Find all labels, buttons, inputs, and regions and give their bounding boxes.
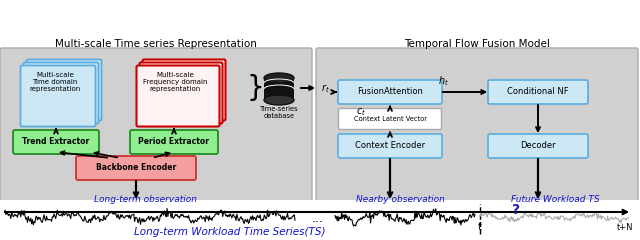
Text: Period Extractor: Period Extractor	[138, 138, 209, 146]
Text: Nearby observation: Nearby observation	[356, 195, 444, 204]
FancyBboxPatch shape	[143, 60, 225, 120]
Text: Trend Extractor: Trend Extractor	[22, 138, 90, 146]
Text: FusionAttention: FusionAttention	[357, 88, 423, 96]
Text: Multi-scale Time series Representation: Multi-scale Time series Representation	[55, 39, 257, 49]
Ellipse shape	[264, 95, 294, 105]
Text: Multi-scale
Time domain
representation: Multi-scale Time domain representation	[29, 72, 81, 92]
Text: Conditional NF: Conditional NF	[507, 88, 569, 96]
Text: Long-term observation: Long-term observation	[93, 195, 196, 204]
FancyBboxPatch shape	[13, 130, 99, 154]
Text: }: }	[247, 74, 265, 102]
FancyBboxPatch shape	[26, 60, 102, 120]
FancyBboxPatch shape	[0, 48, 312, 204]
Text: $r_t$: $r_t$	[321, 83, 330, 96]
Text: $h_t$: $h_t$	[438, 74, 449, 88]
FancyBboxPatch shape	[24, 62, 99, 124]
Text: t+N: t+N	[617, 222, 633, 232]
Bar	[264, 78, 294, 100]
FancyBboxPatch shape	[140, 62, 223, 124]
FancyBboxPatch shape	[488, 80, 588, 104]
Text: t: t	[478, 222, 482, 232]
Text: Future Workload TS: Future Workload TS	[511, 195, 599, 204]
Text: Backbone Encoder: Backbone Encoder	[96, 163, 176, 173]
Text: Time-series
database: Time-series database	[260, 106, 298, 119]
Text: Multi-scale
Frequency domain
representation: Multi-scale Frequency domain representat…	[143, 72, 207, 92]
FancyBboxPatch shape	[76, 156, 196, 180]
Text: Decoder: Decoder	[520, 142, 556, 150]
Text: ...: ...	[312, 211, 324, 224]
Bar	[0, 200, 640, 240]
Text: Long-term Workload Time Series(TS): Long-term Workload Time Series(TS)	[134, 227, 326, 237]
FancyBboxPatch shape	[316, 48, 638, 204]
FancyBboxPatch shape	[20, 66, 95, 126]
FancyBboxPatch shape	[130, 130, 218, 154]
Text: ?: ?	[512, 203, 520, 217]
FancyBboxPatch shape	[338, 80, 442, 104]
Text: Context Latent Vector: Context Latent Vector	[353, 116, 426, 122]
Text: Context Encoder: Context Encoder	[355, 142, 425, 150]
FancyBboxPatch shape	[488, 134, 588, 158]
FancyBboxPatch shape	[339, 108, 442, 130]
Ellipse shape	[264, 73, 294, 83]
FancyBboxPatch shape	[338, 134, 442, 158]
FancyBboxPatch shape	[136, 66, 220, 126]
Text: Temporal Flow Fusion Model: Temporal Flow Fusion Model	[404, 39, 550, 49]
Text: $c_t$: $c_t$	[356, 106, 366, 118]
